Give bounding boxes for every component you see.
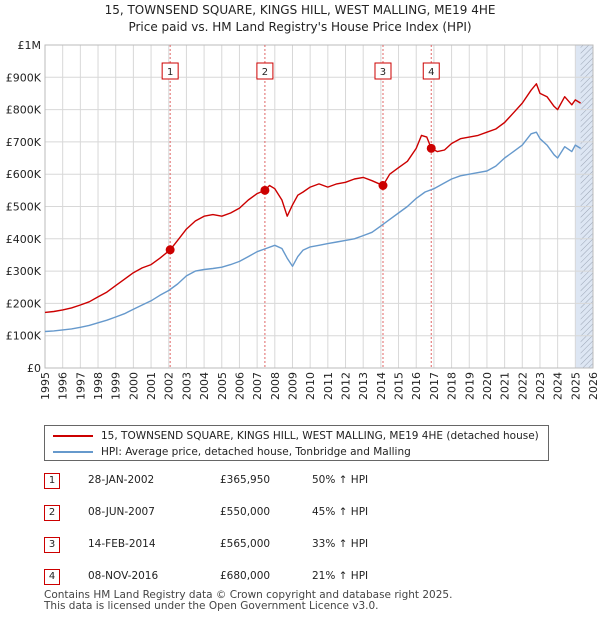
x-tick-label: 2005 xyxy=(216,372,229,400)
transaction-marker-box xyxy=(374,62,392,80)
chart-title-line2: Price paid vs. HM Land Registry's House … xyxy=(128,20,472,34)
x-tick-label: 1997 xyxy=(74,372,87,400)
x-tick-label: 2002 xyxy=(163,372,176,400)
y-tick-label: £1M xyxy=(18,39,42,52)
transaction-date: 14-FEB-2014 xyxy=(88,538,156,550)
transaction-number: 3 xyxy=(44,537,60,553)
x-tick-label: 2014 xyxy=(375,372,388,400)
y-tick-label: £400K xyxy=(6,233,42,246)
legend-swatch-property xyxy=(53,435,93,437)
legend-item-hpi: HPI: Average price, detached house, Tonb… xyxy=(53,444,411,460)
transaction-date: 08-JUN-2007 xyxy=(88,506,155,518)
transaction-marker-box xyxy=(256,62,274,80)
x-tick-label: 2013 xyxy=(357,372,370,400)
sale-point xyxy=(165,245,175,255)
transaction-number: 1 xyxy=(44,473,60,489)
transaction-number: 4 xyxy=(44,569,60,585)
legend-item-property: 15, TOWNSEND SQUARE, KINGS HILL, WEST MA… xyxy=(53,428,539,444)
x-tick-label: 2025 xyxy=(569,372,582,400)
transaction-price: £365,950 xyxy=(220,474,271,486)
transaction-hpi: 33% ↑ HPI xyxy=(312,538,369,550)
transaction-marker-box xyxy=(161,62,179,80)
transaction-marker-label: 2 xyxy=(262,67,268,78)
transaction-row: 3 14-FEB-2014 £565,000 33% ↑ HPI xyxy=(44,537,464,555)
transaction-price: £565,000 xyxy=(220,538,271,550)
x-tick-label: 2016 xyxy=(410,372,423,400)
transaction-hpi: 21% ↑ HPI xyxy=(312,570,369,582)
y-tick-label: £900K xyxy=(6,71,42,84)
x-tick-label: 2008 xyxy=(269,372,282,400)
x-tick-label: 1999 xyxy=(110,372,123,400)
plot-border xyxy=(44,44,594,369)
transaction-price: £550,000 xyxy=(220,506,271,518)
chart-title-line1: 15, TOWNSEND SQUARE, KINGS HILL, WEST MA… xyxy=(104,3,496,17)
legend-swatch-hpi xyxy=(53,451,93,453)
x-tick-label: 2021 xyxy=(499,372,512,400)
hpi-line xyxy=(44,131,581,333)
x-tick-label: 1996 xyxy=(57,372,70,400)
transaction-hpi: 45% ↑ HPI xyxy=(312,506,369,518)
sale-point xyxy=(378,181,388,191)
transaction-date: 28-JAN-2002 xyxy=(88,474,155,486)
x-tick-label: 2024 xyxy=(552,372,565,400)
transaction-marker-label: 4 xyxy=(428,67,434,78)
transaction-row: 1 28-JAN-2002 £365,950 50% ↑ HPI xyxy=(44,473,464,491)
chart-legend: 15, TOWNSEND SQUARE, KINGS HILL, WEST MA… xyxy=(44,425,549,461)
x-tick-label: 2015 xyxy=(393,372,406,400)
legend-label-hpi: HPI: Average price, detached house, Tonb… xyxy=(101,446,411,458)
x-tick-label: 2022 xyxy=(516,372,529,400)
x-tick-label: 1995 xyxy=(39,372,52,400)
x-tick-label: 2017 xyxy=(428,372,441,400)
footer-attribution: Contains HM Land Registry data © Crown c… xyxy=(44,590,452,612)
sale-point xyxy=(260,185,270,195)
x-tick-label: 2019 xyxy=(463,372,476,400)
x-tick-label: 2010 xyxy=(304,372,317,400)
transaction-number: 2 xyxy=(44,505,60,521)
x-tick-label: 2020 xyxy=(481,372,494,400)
y-tick-label: £700K xyxy=(6,136,42,149)
transaction-marker-label: 3 xyxy=(380,67,386,78)
x-tick-label: 2004 xyxy=(198,372,211,400)
y-tick-label: £800K xyxy=(6,104,42,117)
y-tick-label: £0 xyxy=(27,362,41,375)
y-tick-label: £200K xyxy=(6,297,42,310)
x-tick-label: 1998 xyxy=(92,372,105,400)
x-tick-label: 2001 xyxy=(145,372,158,400)
transaction-price: £680,000 xyxy=(220,570,271,582)
x-tick-label: 2003 xyxy=(180,372,193,400)
property-price-line xyxy=(44,83,581,314)
x-tick-label: 2026 xyxy=(587,372,600,400)
x-tick-label: 2023 xyxy=(534,372,547,400)
x-tick-label: 2018 xyxy=(446,372,459,400)
transaction-row: 4 08-NOV-2016 £680,000 21% ↑ HPI xyxy=(44,569,464,587)
transaction-hpi: 50% ↑ HPI xyxy=(312,474,369,486)
x-tick-label: 2007 xyxy=(251,372,264,400)
price-chart: £0 £100K £200K £300K £400K £500K £600K £700K £80… xyxy=(6,39,600,400)
transaction-marker-box xyxy=(422,62,440,80)
legend-label-property: 15, TOWNSEND SQUARE, KINGS HILL, WEST MA… xyxy=(101,430,539,442)
x-tick-label: 2000 xyxy=(127,372,140,400)
x-tick-label: 2006 xyxy=(233,372,246,400)
x-tick-label: 2012 xyxy=(340,372,353,400)
transaction-marker-label: 1 xyxy=(167,67,173,78)
footer-line1: Contains HM Land Registry data © Crown c… xyxy=(44,589,453,601)
y-tick-label: £600K xyxy=(6,168,42,181)
y-tick-label: £500K xyxy=(6,201,42,214)
chart-title: 15, TOWNSEND SQUARE, KINGS HILL, WEST MA… xyxy=(0,2,600,36)
y-tick-label: £300K xyxy=(6,265,42,278)
x-tick-label: 2011 xyxy=(322,372,335,400)
sale-point xyxy=(426,143,436,153)
footer-line2: This data is licensed under the Open Gov… xyxy=(44,600,379,612)
transaction-date: 08-NOV-2016 xyxy=(88,570,159,582)
x-tick-label: 2009 xyxy=(286,372,299,400)
transaction-row: 2 08-JUN-2007 £550,000 45% ↑ HPI xyxy=(44,505,464,523)
y-tick-label: £100K xyxy=(6,330,42,343)
